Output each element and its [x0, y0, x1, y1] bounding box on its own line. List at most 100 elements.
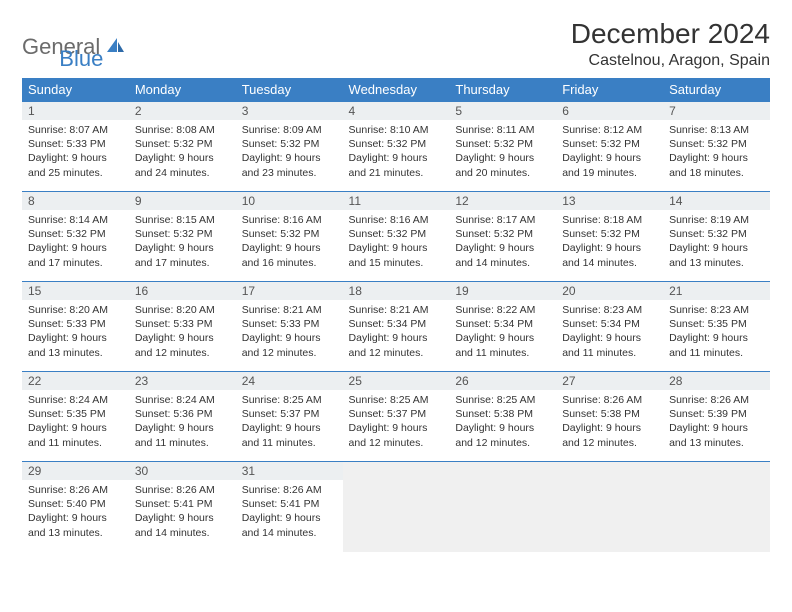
day-cell-11: 11Sunrise: 8:16 AMSunset: 5:32 PMDayligh…: [343, 192, 450, 282]
day-cell-27: 27Sunrise: 8:26 AMSunset: 5:38 PMDayligh…: [556, 372, 663, 462]
day-number: 23: [129, 372, 236, 390]
day-cell-8: 8Sunrise: 8:14 AMSunset: 5:32 PMDaylight…: [22, 192, 129, 282]
calendar-row: 22Sunrise: 8:24 AMSunset: 5:35 PMDayligh…: [22, 372, 770, 462]
day-details: Sunrise: 8:07 AMSunset: 5:33 PMDaylight:…: [22, 120, 129, 184]
day-details: Sunrise: 8:22 AMSunset: 5:34 PMDaylight:…: [449, 300, 556, 364]
day-number: 10: [236, 192, 343, 210]
day-details: Sunrise: 8:26 AMSunset: 5:38 PMDaylight:…: [556, 390, 663, 454]
day-number: 8: [22, 192, 129, 210]
day-details: Sunrise: 8:16 AMSunset: 5:32 PMDaylight:…: [236, 210, 343, 274]
day-cell-7: 7Sunrise: 8:13 AMSunset: 5:32 PMDaylight…: [663, 102, 770, 192]
day-cell-21: 21Sunrise: 8:23 AMSunset: 5:35 PMDayligh…: [663, 282, 770, 372]
day-cell-20: 20Sunrise: 8:23 AMSunset: 5:34 PMDayligh…: [556, 282, 663, 372]
day-cell-18: 18Sunrise: 8:21 AMSunset: 5:34 PMDayligh…: [343, 282, 450, 372]
day-number: 13: [556, 192, 663, 210]
day-details: Sunrise: 8:19 AMSunset: 5:32 PMDaylight:…: [663, 210, 770, 274]
day-number: 17: [236, 282, 343, 300]
day-number: 19: [449, 282, 556, 300]
header: General Blue December 2024 Castelnou, Ar…: [22, 18, 770, 72]
day-cell-31: 31Sunrise: 8:26 AMSunset: 5:41 PMDayligh…: [236, 462, 343, 552]
day-number: 14: [663, 192, 770, 210]
day-number: 27: [556, 372, 663, 390]
day-details: Sunrise: 8:25 AMSunset: 5:37 PMDaylight:…: [236, 390, 343, 454]
day-details: Sunrise: 8:21 AMSunset: 5:33 PMDaylight:…: [236, 300, 343, 364]
day-number: 25: [343, 372, 450, 390]
day-cell-25: 25Sunrise: 8:25 AMSunset: 5:37 PMDayligh…: [343, 372, 450, 462]
weekday-header-row: SundayMondayTuesdayWednesdayThursdayFrid…: [22, 78, 770, 102]
day-cell-16: 16Sunrise: 8:20 AMSunset: 5:33 PMDayligh…: [129, 282, 236, 372]
day-details: Sunrise: 8:20 AMSunset: 5:33 PMDaylight:…: [22, 300, 129, 364]
day-details: Sunrise: 8:26 AMSunset: 5:41 PMDaylight:…: [129, 480, 236, 544]
calendar-row: 29Sunrise: 8:26 AMSunset: 5:40 PMDayligh…: [22, 462, 770, 552]
day-details: Sunrise: 8:16 AMSunset: 5:32 PMDaylight:…: [343, 210, 450, 274]
logo-text-blue: Blue: [59, 46, 103, 72]
day-details: Sunrise: 8:11 AMSunset: 5:32 PMDaylight:…: [449, 120, 556, 184]
day-cell-26: 26Sunrise: 8:25 AMSunset: 5:38 PMDayligh…: [449, 372, 556, 462]
day-number: 7: [663, 102, 770, 120]
logo: General Blue: [22, 18, 103, 72]
weekday-monday: Monday: [129, 78, 236, 102]
day-details: Sunrise: 8:23 AMSunset: 5:35 PMDaylight:…: [663, 300, 770, 364]
day-details: Sunrise: 8:18 AMSunset: 5:32 PMDaylight:…: [556, 210, 663, 274]
day-details: Sunrise: 8:21 AMSunset: 5:34 PMDaylight:…: [343, 300, 450, 364]
day-cell-2: 2Sunrise: 8:08 AMSunset: 5:32 PMDaylight…: [129, 102, 236, 192]
day-number: 22: [22, 372, 129, 390]
day-details: Sunrise: 8:25 AMSunset: 5:37 PMDaylight:…: [343, 390, 450, 454]
day-number: 31: [236, 462, 343, 480]
calendar-row: 1Sunrise: 8:07 AMSunset: 5:33 PMDaylight…: [22, 102, 770, 192]
day-cell-9: 9Sunrise: 8:15 AMSunset: 5:32 PMDaylight…: [129, 192, 236, 282]
day-cell-3: 3Sunrise: 8:09 AMSunset: 5:32 PMDaylight…: [236, 102, 343, 192]
calendar-body: 1Sunrise: 8:07 AMSunset: 5:33 PMDaylight…: [22, 102, 770, 552]
day-cell-10: 10Sunrise: 8:16 AMSunset: 5:32 PMDayligh…: [236, 192, 343, 282]
day-number: 6: [556, 102, 663, 120]
day-number: 20: [556, 282, 663, 300]
calendar-row: 15Sunrise: 8:20 AMSunset: 5:33 PMDayligh…: [22, 282, 770, 372]
day-details: Sunrise: 8:08 AMSunset: 5:32 PMDaylight:…: [129, 120, 236, 184]
day-details: Sunrise: 8:13 AMSunset: 5:32 PMDaylight:…: [663, 120, 770, 184]
day-number: 1: [22, 102, 129, 120]
calendar-row: 8Sunrise: 8:14 AMSunset: 5:32 PMDaylight…: [22, 192, 770, 282]
day-number: 2: [129, 102, 236, 120]
day-details: Sunrise: 8:24 AMSunset: 5:36 PMDaylight:…: [129, 390, 236, 454]
day-details: Sunrise: 8:14 AMSunset: 5:32 PMDaylight:…: [22, 210, 129, 274]
weekday-wednesday: Wednesday: [343, 78, 450, 102]
day-number: 5: [449, 102, 556, 120]
day-cell-6: 6Sunrise: 8:12 AMSunset: 5:32 PMDaylight…: [556, 102, 663, 192]
day-details: Sunrise: 8:23 AMSunset: 5:34 PMDaylight:…: [556, 300, 663, 364]
day-cell-17: 17Sunrise: 8:21 AMSunset: 5:33 PMDayligh…: [236, 282, 343, 372]
day-details: Sunrise: 8:20 AMSunset: 5:33 PMDaylight:…: [129, 300, 236, 364]
day-cell-29: 29Sunrise: 8:26 AMSunset: 5:40 PMDayligh…: [22, 462, 129, 552]
logo-sail-icon: [105, 36, 125, 59]
empty-cell: [556, 462, 663, 552]
day-cell-23: 23Sunrise: 8:24 AMSunset: 5:36 PMDayligh…: [129, 372, 236, 462]
weekday-tuesday: Tuesday: [236, 78, 343, 102]
month-title: December 2024: [571, 18, 770, 50]
day-details: Sunrise: 8:17 AMSunset: 5:32 PMDaylight:…: [449, 210, 556, 274]
day-details: Sunrise: 8:24 AMSunset: 5:35 PMDaylight:…: [22, 390, 129, 454]
day-cell-5: 5Sunrise: 8:11 AMSunset: 5:32 PMDaylight…: [449, 102, 556, 192]
day-number: 15: [22, 282, 129, 300]
day-number: 12: [449, 192, 556, 210]
empty-cell: [343, 462, 450, 552]
day-number: 3: [236, 102, 343, 120]
day-cell-22: 22Sunrise: 8:24 AMSunset: 5:35 PMDayligh…: [22, 372, 129, 462]
day-number: 29: [22, 462, 129, 480]
day-cell-14: 14Sunrise: 8:19 AMSunset: 5:32 PMDayligh…: [663, 192, 770, 282]
day-number: 26: [449, 372, 556, 390]
day-cell-30: 30Sunrise: 8:26 AMSunset: 5:41 PMDayligh…: [129, 462, 236, 552]
day-cell-4: 4Sunrise: 8:10 AMSunset: 5:32 PMDaylight…: [343, 102, 450, 192]
day-cell-13: 13Sunrise: 8:18 AMSunset: 5:32 PMDayligh…: [556, 192, 663, 282]
day-cell-24: 24Sunrise: 8:25 AMSunset: 5:37 PMDayligh…: [236, 372, 343, 462]
day-number: 30: [129, 462, 236, 480]
weekday-friday: Friday: [556, 78, 663, 102]
day-details: Sunrise: 8:26 AMSunset: 5:39 PMDaylight:…: [663, 390, 770, 454]
day-cell-12: 12Sunrise: 8:17 AMSunset: 5:32 PMDayligh…: [449, 192, 556, 282]
day-details: Sunrise: 8:09 AMSunset: 5:32 PMDaylight:…: [236, 120, 343, 184]
day-details: Sunrise: 8:25 AMSunset: 5:38 PMDaylight:…: [449, 390, 556, 454]
day-cell-15: 15Sunrise: 8:20 AMSunset: 5:33 PMDayligh…: [22, 282, 129, 372]
day-number: 28: [663, 372, 770, 390]
day-number: 9: [129, 192, 236, 210]
day-details: Sunrise: 8:10 AMSunset: 5:32 PMDaylight:…: [343, 120, 450, 184]
day-cell-19: 19Sunrise: 8:22 AMSunset: 5:34 PMDayligh…: [449, 282, 556, 372]
calendar-table: SundayMondayTuesdayWednesdayThursdayFrid…: [22, 78, 770, 552]
